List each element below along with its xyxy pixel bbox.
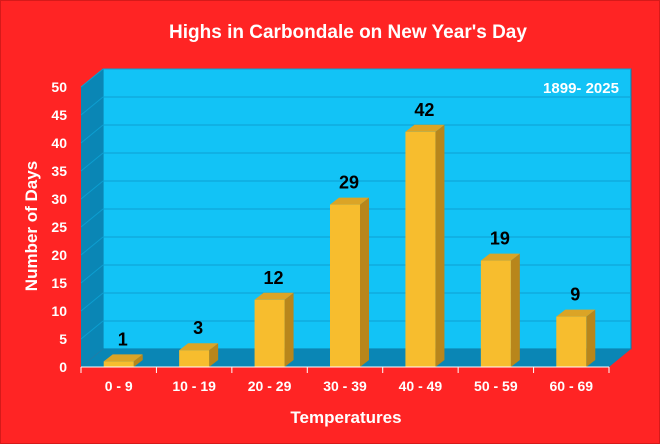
y-tick-label: 50 (51, 79, 67, 95)
bar-top (480, 253, 520, 261)
bar (556, 309, 596, 367)
data-label: 19 (490, 229, 510, 249)
bar-front (405, 131, 436, 367)
y-tick-label: 5 (59, 331, 67, 347)
bar-side (284, 292, 294, 367)
bar-front (254, 299, 285, 367)
data-label: 42 (414, 100, 434, 120)
y-axis-title: Number of Days (22, 161, 41, 291)
x-tick-label: 0 - 9 (105, 378, 133, 394)
gridline-side (80, 320, 104, 340)
date-range-annotation: 1899- 2025 (543, 80, 619, 97)
chart-title: Highs in Carbondale on New Year's Day (169, 22, 527, 43)
bar-top (330, 197, 369, 205)
data-label: 9 (570, 285, 580, 305)
gridline-side (80, 152, 104, 172)
y-tick-label: 30 (51, 191, 67, 207)
bar-front (179, 350, 210, 367)
bar-front (330, 204, 360, 367)
y-tick-label: 10 (51, 303, 67, 319)
bar-side (586, 309, 596, 367)
bar (254, 292, 294, 367)
y-tick-label: 25 (51, 219, 67, 235)
bar (330, 197, 369, 367)
bar (405, 124, 445, 367)
gridline-side (80, 96, 104, 116)
y-tick-label: 15 (51, 275, 67, 291)
gridline-side (80, 236, 104, 256)
y-tick-label: 40 (51, 135, 67, 151)
bar (103, 354, 143, 367)
x-tick-label: 20 - 29 (248, 378, 292, 394)
bar-top (556, 309, 596, 317)
x-tick-label: 30 - 39 (323, 378, 367, 394)
bar (179, 343, 219, 367)
bar-top (405, 124, 445, 132)
gridline-side (80, 292, 104, 312)
bar-top (179, 343, 219, 351)
gridline-side (80, 264, 104, 284)
y-tick-label: 20 (51, 247, 67, 263)
bar-side (510, 253, 520, 367)
y-tick-label: 45 (51, 107, 67, 123)
data-label: 12 (264, 268, 284, 288)
x-tick-label: 10 - 19 (172, 378, 216, 394)
bar-top (254, 292, 294, 300)
x-tick-label: 60 - 69 (549, 378, 593, 394)
x-axis-title: Temperatures (290, 408, 401, 427)
bar-side (133, 354, 143, 367)
data-label: 1 (118, 329, 128, 349)
gridline-side (80, 124, 104, 144)
gridline-side (80, 208, 104, 228)
bar-side (435, 124, 445, 367)
gridline-side (80, 68, 104, 88)
bar (480, 253, 520, 367)
gridline-side (80, 180, 104, 200)
data-label: 29 (339, 173, 359, 193)
bar-front (480, 260, 511, 367)
bar-side (360, 197, 369, 367)
bar-front (103, 361, 134, 367)
y-tick-label: 0 (59, 359, 67, 375)
bar-top (103, 354, 143, 362)
bar-side (209, 343, 219, 367)
y-tick-label: 35 (51, 163, 67, 179)
bar-front (556, 316, 587, 367)
x-tick-label: 40 - 49 (399, 378, 443, 394)
data-label: 3 (193, 318, 203, 338)
x-tick-label: 50 - 59 (474, 378, 518, 394)
